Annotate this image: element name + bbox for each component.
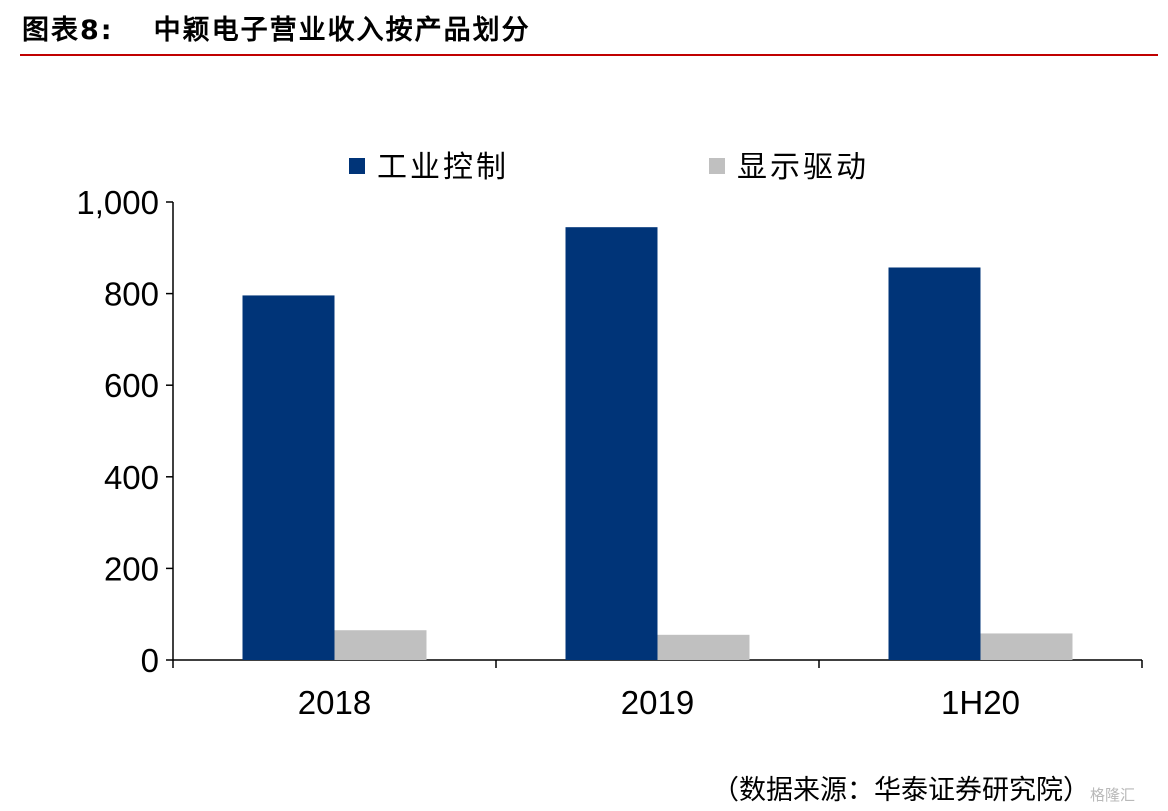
x-tick-label: 2019 [621, 684, 694, 721]
x-tick-label: 1H20 [941, 684, 1020, 721]
bar-industrial-control [888, 267, 981, 660]
bar-industrial-control [565, 227, 658, 660]
y-tick-label: 600 [104, 367, 159, 404]
y-tick-label: 800 [104, 276, 159, 313]
title-divider [20, 54, 1158, 56]
legend-label: 显示驱动 [737, 150, 869, 185]
x-tick-label: 2018 [298, 684, 371, 721]
bar-display-driver [334, 630, 427, 660]
bar-display-driver [657, 634, 750, 660]
y-tick-label: 400 [104, 459, 159, 496]
legend-label: 工业控制 [377, 150, 509, 185]
y-tick-label: 0 [141, 642, 159, 679]
legend-swatch [349, 158, 365, 174]
bar-display-driver [980, 633, 1073, 660]
chart-title: 中颖电子营业收入按产品划分 [153, 15, 531, 46]
bar-chart: 0 200 400 600 800 1,000 2018 2019 1H20 工业控制 显示驱动 [76, 150, 1143, 721]
legend-swatch [709, 158, 725, 174]
bar-industrial-control [242, 295, 335, 660]
figure-number: 图表8: [22, 15, 114, 46]
figure-title: 图表8: 中颖电子营业收入按产品划分 [22, 8, 531, 47]
source-note: （数据来源：华泰证券研究院） [712, 775, 1090, 806]
y-tick-label: 1,000 [76, 184, 159, 221]
y-tick-label: 200 [104, 550, 159, 587]
watermark: 格隆汇 [1090, 786, 1136, 804]
